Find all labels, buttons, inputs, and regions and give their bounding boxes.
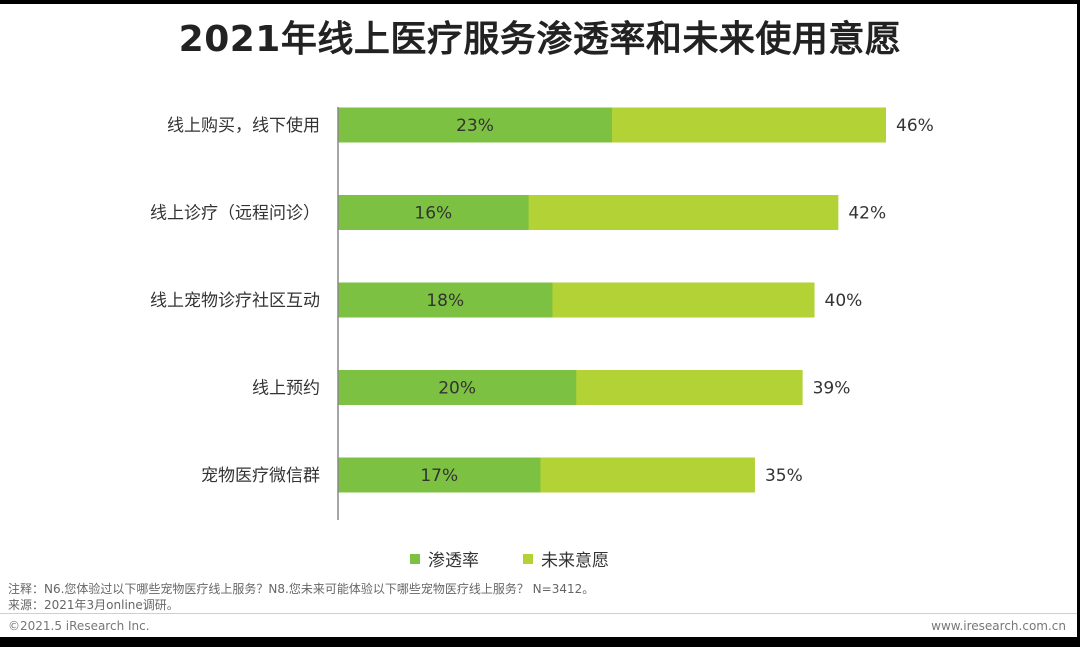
bar-penetration bbox=[338, 195, 529, 230]
website-text: www.iresearch.com.cn bbox=[931, 619, 1066, 633]
footer-divider bbox=[0, 613, 1077, 614]
data-label-intention: 42% bbox=[848, 204, 886, 224]
legend-swatch-intention bbox=[523, 553, 533, 564]
data-label-intention: 39% bbox=[813, 379, 851, 399]
data-label-penetration: 17% bbox=[420, 466, 458, 486]
bar-chart: 23% 46% 线上购买，线下使用 16% 42% 线上诊疗（远程问诊） 18% 40% 线上宠… bbox=[150, 107, 934, 520]
data-label-intention: 40% bbox=[825, 291, 863, 311]
bar-penetration bbox=[338, 282, 553, 318]
frame-border-top bbox=[0, 0, 1080, 4]
category-label: 线上预约 bbox=[252, 379, 320, 399]
frame-border-bottom bbox=[0, 637, 1080, 647]
data-label-intention: 46% bbox=[896, 116, 934, 136]
data-label-penetration: 20% bbox=[438, 379, 476, 399]
category-label: 线上诊疗（远程问诊） bbox=[150, 204, 320, 224]
survey-note: 注释：N6.您体验过以下哪些宠物医疗线上服务？N8.您未来可能体验以下哪些宠物医… bbox=[8, 582, 595, 596]
legend-label-penetration: 渗透率 bbox=[428, 551, 479, 571]
legend-label-intention: 未来意愿 bbox=[541, 551, 609, 571]
bar-penetration bbox=[338, 370, 577, 405]
category-label: 宠物医疗微信群 bbox=[201, 466, 320, 486]
frame-border-right bbox=[1077, 0, 1080, 647]
chart-title: 2021年线上医疗服务渗透率和未来使用意愿 bbox=[178, 19, 902, 60]
data-label-penetration: 23% bbox=[456, 116, 494, 136]
category-label: 线上购买，线下使用 bbox=[167, 115, 320, 136]
category-label: 线上宠物诊疗社区互动 bbox=[150, 291, 320, 311]
bar-penetration bbox=[338, 457, 541, 493]
legend-swatch-penetration bbox=[410, 553, 420, 564]
legend-item-penetration: 渗透率 bbox=[410, 546, 479, 571]
legend: 渗透率 未来意愿 bbox=[410, 546, 609, 571]
legend-item-intention: 未来意愿 bbox=[523, 546, 609, 571]
data-label-penetration: 16% bbox=[414, 204, 452, 224]
data-label-intention: 35% bbox=[765, 466, 803, 486]
source-note: 来源：2021年3月online调研。 bbox=[8, 598, 179, 612]
data-label-penetration: 18% bbox=[426, 291, 464, 311]
bar-penetration bbox=[338, 107, 612, 143]
copyright-text: ©2021.5 iResearch Inc. bbox=[8, 619, 150, 633]
